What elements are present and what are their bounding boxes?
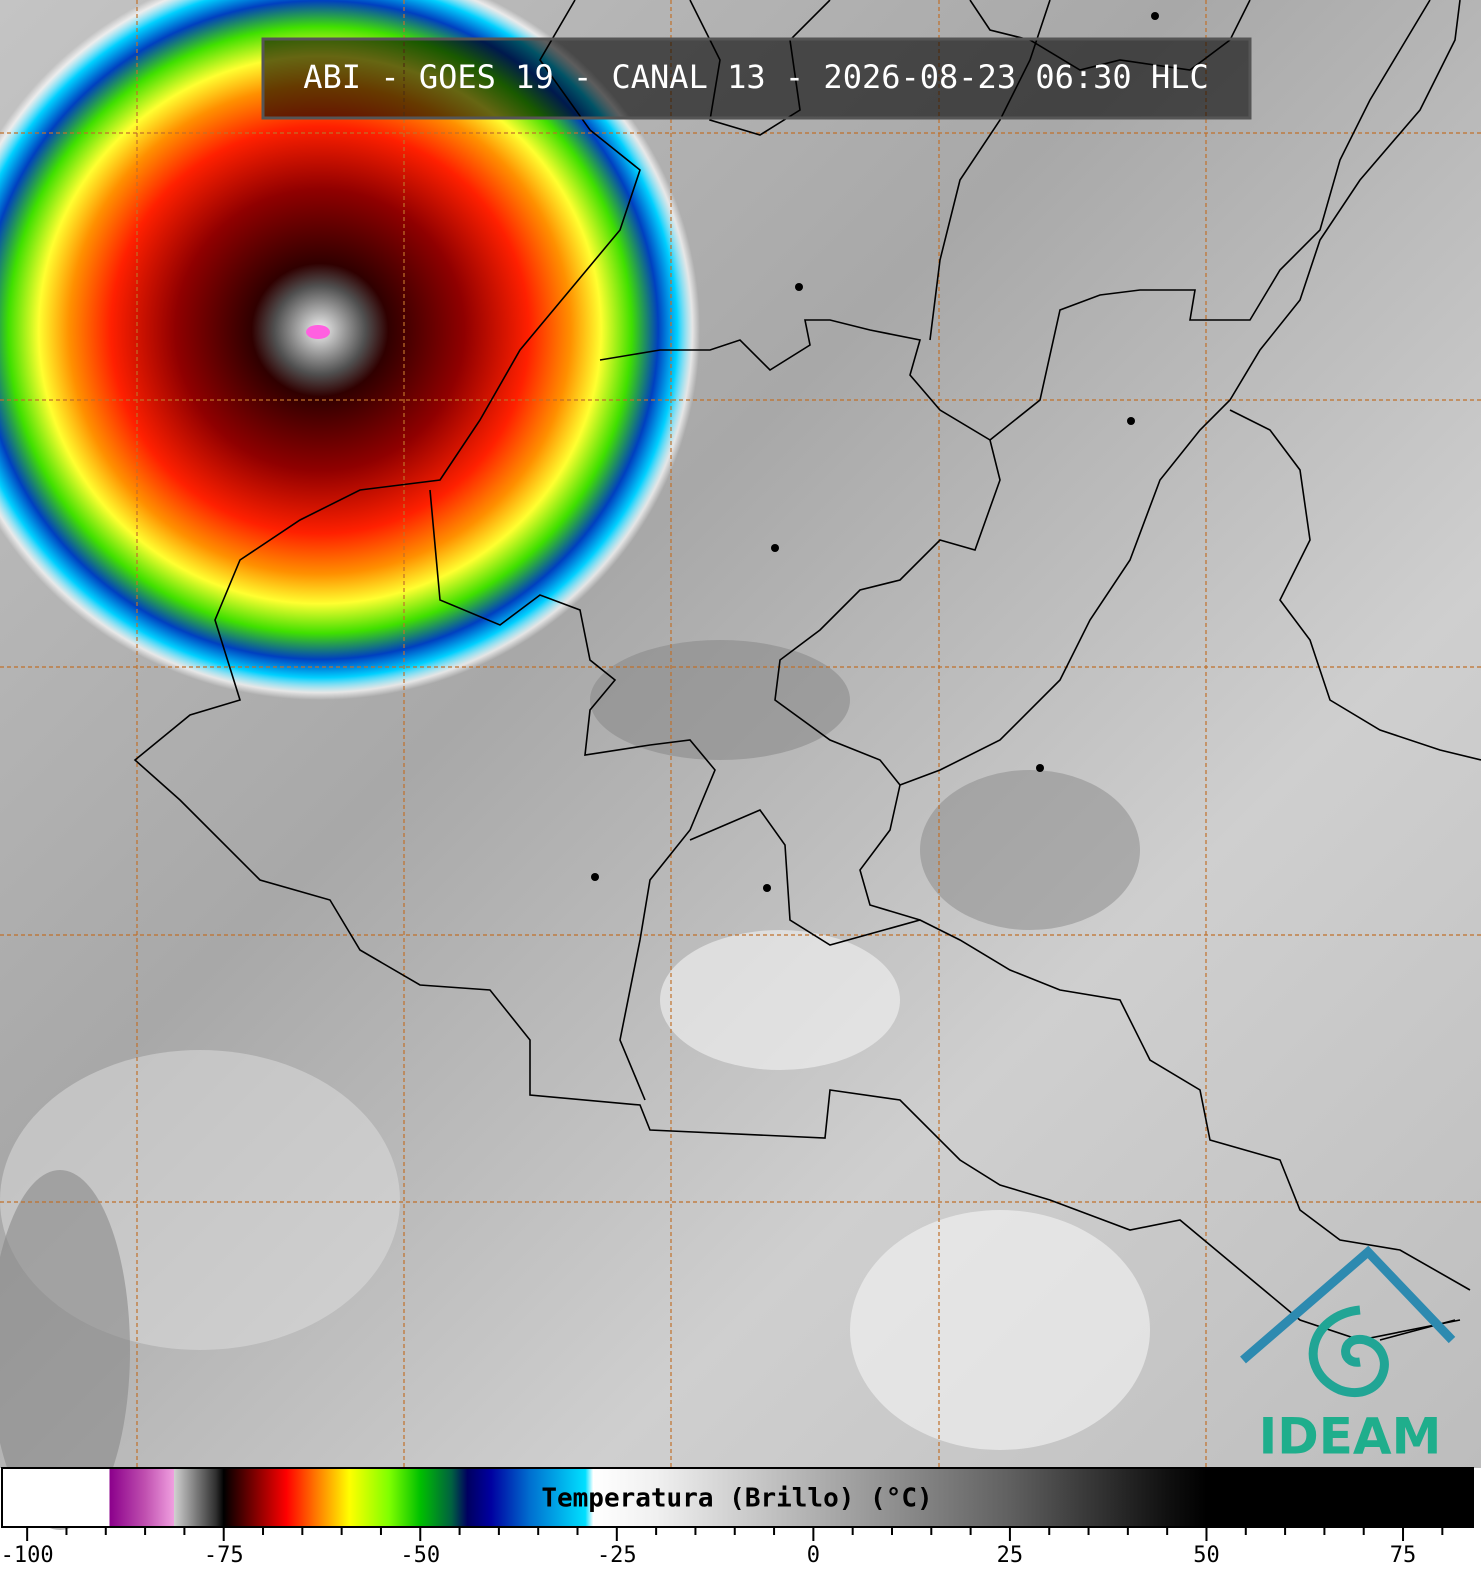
city (795, 283, 803, 291)
city (771, 544, 779, 552)
cloud (660, 930, 900, 1070)
boundary (689, 809, 1471, 1291)
boundaries (133, 0, 1481, 1341)
tick-label: -100 (1, 1543, 54, 1568)
tick-label: -50 (400, 1543, 440, 1568)
boundary (133, 0, 1461, 1341)
boundary (599, 319, 1001, 921)
boundary (1379, 1319, 1456, 1341)
city (1127, 417, 1135, 425)
boundary (1229, 409, 1481, 761)
logo-roof (1240, 1245, 1456, 1364)
map: ABI - GOES 19 - CANAL 13 - 2026-08-23 06… (0, 0, 1481, 1530)
cloud (590, 640, 850, 760)
tick-label: -25 (597, 1543, 637, 1568)
tick-label: 75 (1390, 1543, 1417, 1568)
boundary (429, 489, 716, 1101)
tick-label: -75 (204, 1543, 244, 1568)
cloud (0, 1170, 130, 1530)
city (763, 884, 771, 892)
storm-core (306, 325, 330, 339)
cloud (850, 1210, 1150, 1450)
city (1151, 12, 1159, 20)
title-box (261, 37, 1252, 120)
city (591, 873, 599, 881)
tick-label: 50 (1193, 1543, 1220, 1568)
colorbar-label: Temperatura (Brillo) (°C) (541, 1484, 932, 1514)
cloud (920, 770, 1140, 930)
tick-label: 0 (807, 1543, 820, 1568)
logo-swirl (1308, 1305, 1389, 1397)
city (1036, 764, 1044, 772)
cities (591, 12, 1159, 892)
boundary (899, 0, 1461, 786)
colorbar-bar (1, 1467, 1474, 1528)
storm (0, 0, 700, 700)
logo-text: IDEAM (1259, 1408, 1442, 1466)
grid (0, 0, 1481, 1468)
title: ABI - GOES 19 - CANAL 13 - 2026-08-23 06… (303, 58, 1208, 96)
boundary (989, 0, 1431, 441)
tick-label: 25 (997, 1543, 1024, 1568)
colorbar: Temperatura (Brillo) (°C) -100 -75 -50 -25 0… (1, 1467, 1474, 1568)
logo: IDEAM (1240, 1245, 1456, 1466)
